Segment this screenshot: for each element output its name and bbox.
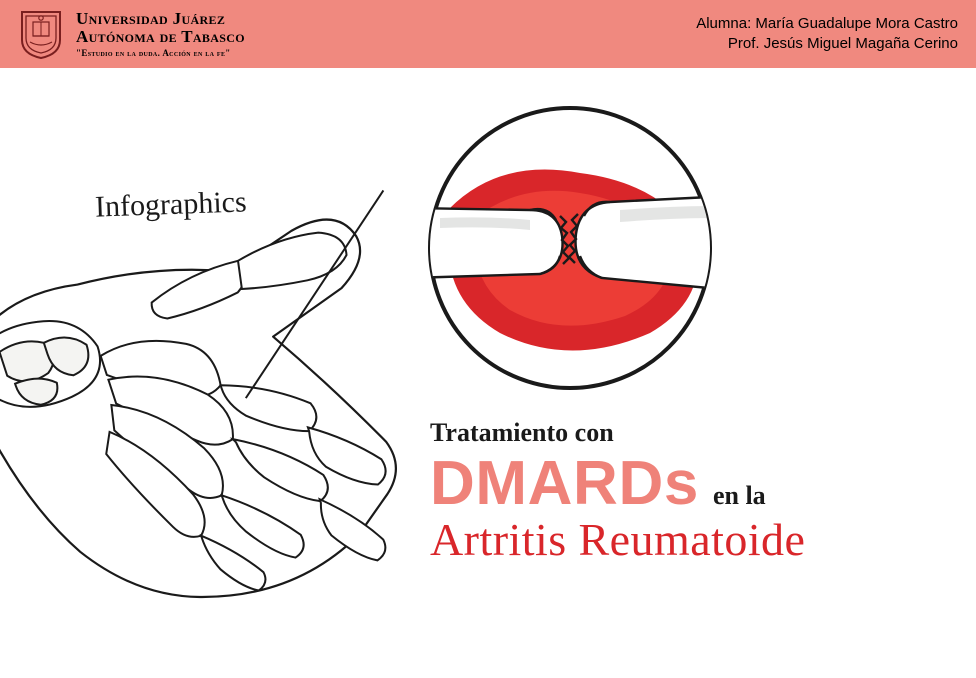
header-bar: Universidad Juárez Autónoma de Tabasco "… <box>0 0 976 68</box>
university-line2: Autónoma de Tabasco <box>76 28 245 46</box>
university-crest-icon <box>18 8 64 60</box>
title-line1: Tratamiento con <box>430 418 950 448</box>
infographic-canvas: Infographics <box>0 68 976 640</box>
title-enla: en la <box>713 481 766 511</box>
title-block: Tratamiento con DMARDs en la Artritis Re… <box>430 418 950 566</box>
prof-line: Prof. Jesús Miguel Magaña Cerino <box>696 34 958 54</box>
university-name: Universidad Juárez Autónoma de Tabasco "… <box>76 10 245 58</box>
university-line1: Universidad Juárez <box>76 10 245 28</box>
university-motto: "Estudio en la duda. Acción en la fe" <box>76 49 245 58</box>
title-dmards: DMARDs <box>430 448 699 519</box>
alumna-line: Alumna: María Guadalupe Mora Castro <box>696 14 958 34</box>
credits-block: Alumna: María Guadalupe Mora Castro Prof… <box>696 14 958 55</box>
title-artritis: Artritis Reumatoide <box>430 513 950 566</box>
title-line2: DMARDs en la <box>430 448 950 519</box>
joint-zoom-illustration <box>420 98 720 398</box>
